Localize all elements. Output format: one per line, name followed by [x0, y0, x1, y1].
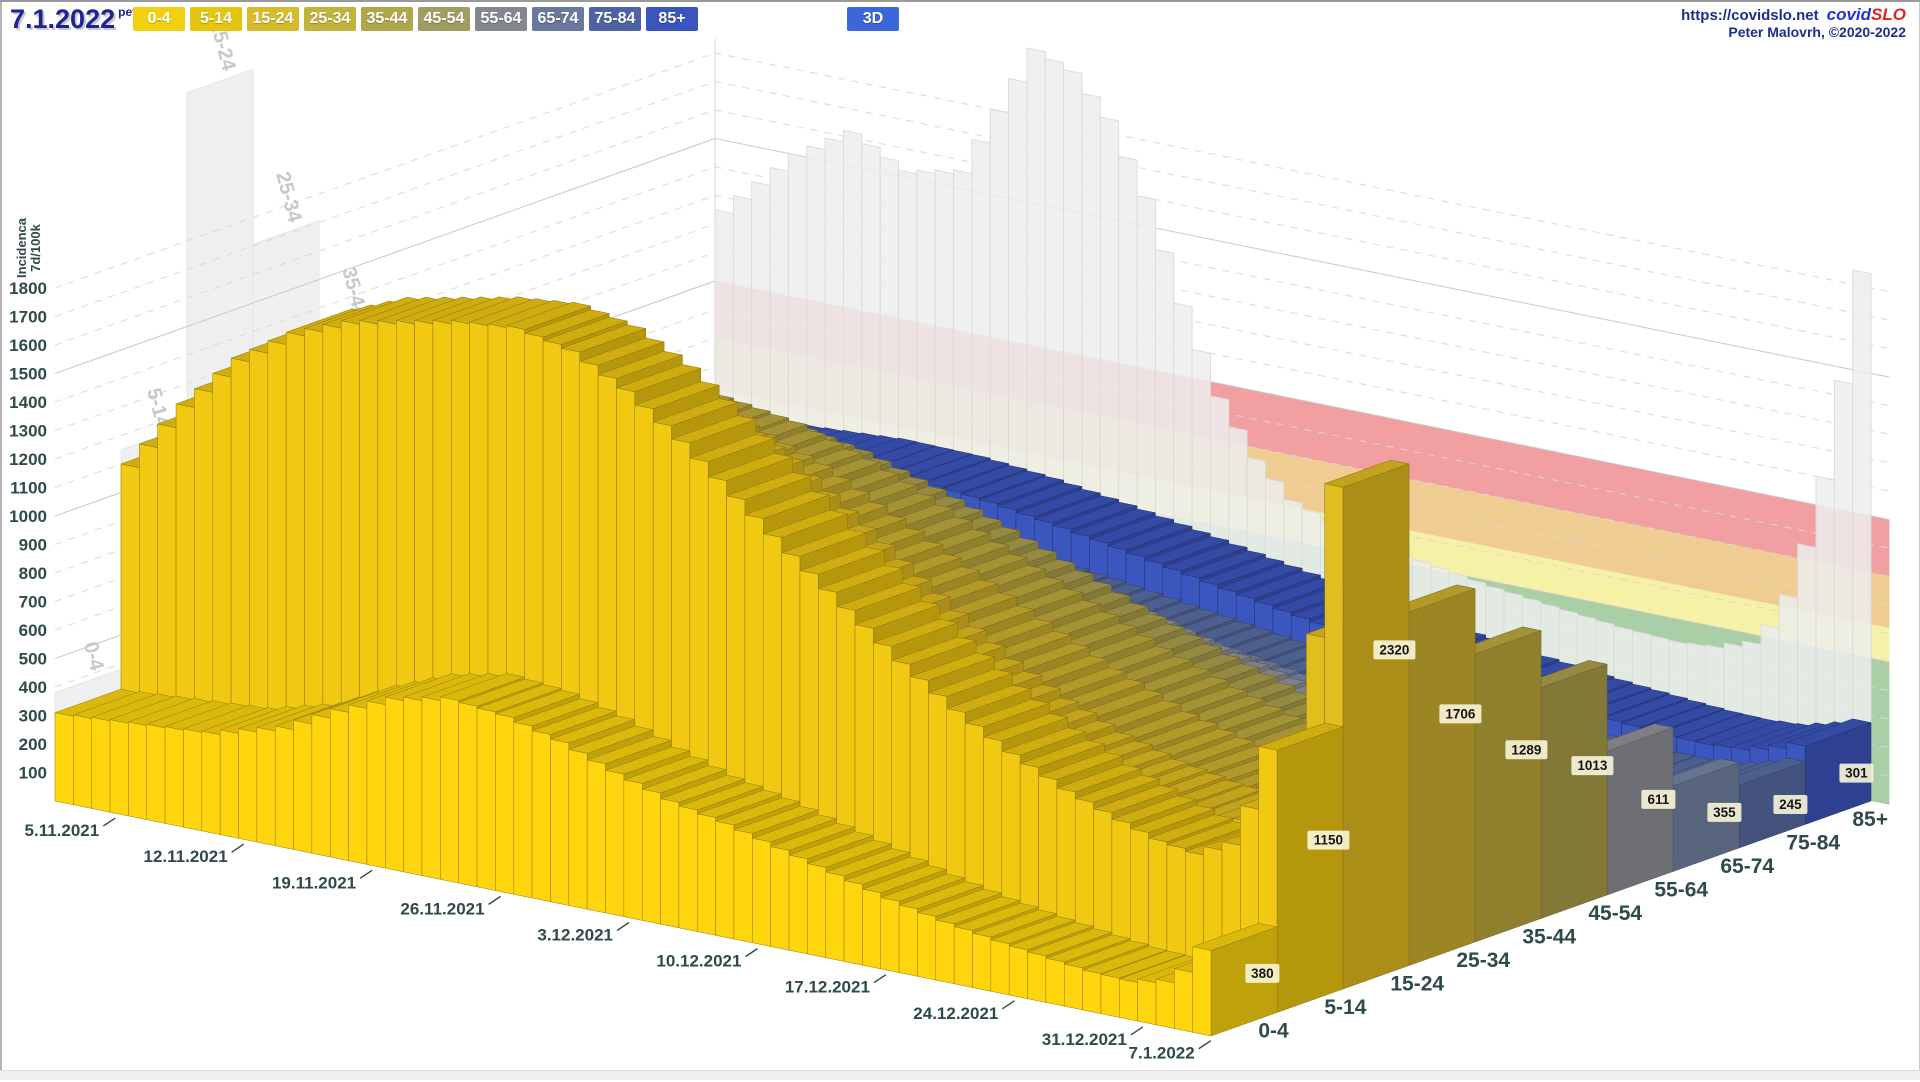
svg-text:900: 900 — [19, 536, 47, 555]
svg-text:31.12.2021: 31.12.2021 — [1042, 1030, 1127, 1049]
svg-text:1289: 1289 — [1511, 742, 1541, 757]
svg-text:200: 200 — [19, 735, 47, 754]
svg-text:1100: 1100 — [10, 479, 47, 498]
svg-text:5-14: 5-14 — [1324, 996, 1366, 1019]
svg-text:45-54: 45-54 — [1588, 902, 1642, 925]
age-button-0-4[interactable]: 0-4 — [133, 7, 185, 31]
svg-text:1706: 1706 — [1445, 706, 1476, 721]
svg-text:380: 380 — [1251, 966, 1274, 981]
svg-text:7d/100k: 7d/100k — [28, 223, 43, 271]
covidslo-logo: covidSLO — [1827, 5, 1906, 24]
logo-part-slo: SLO — [1871, 5, 1906, 24]
svg-text:65-74: 65-74 — [1720, 855, 1774, 878]
svg-text:245: 245 — [1779, 797, 1802, 812]
svg-text:15-24: 15-24 — [1390, 972, 1444, 995]
selected-date: 7.1.2022 — [10, 4, 116, 34]
bottom-scrollbar-strip[interactable] — [0, 1070, 1920, 1080]
svg-text:85+: 85+ — [1852, 808, 1888, 831]
svg-text:35-44: 35-44 — [1522, 925, 1576, 948]
age-button-75-84[interactable]: 75-84 — [589, 7, 641, 31]
svg-text:1700: 1700 — [9, 308, 47, 327]
svg-text:600: 600 — [19, 621, 47, 640]
svg-text:300: 300 — [19, 707, 47, 726]
age-button-85+[interactable]: 85+ — [646, 7, 698, 31]
logo-part-covid: covid — [1826, 5, 1872, 24]
svg-text:400: 400 — [19, 678, 47, 697]
weekday-label: pet — [118, 5, 137, 19]
svg-text:24.12.2021: 24.12.2021 — [913, 1004, 998, 1023]
age-button-45-54[interactable]: 45-54 — [418, 7, 470, 31]
svg-text:12.11.2021: 12.11.2021 — [144, 847, 228, 866]
svg-text:1150: 1150 — [1314, 833, 1343, 848]
svg-text:5.11.2021: 5.11.2021 — [25, 821, 100, 840]
svg-text:19.11.2021: 19.11.2021 — [272, 873, 356, 892]
svg-text:10.12.2021: 10.12.2021 — [656, 952, 741, 971]
svg-text:26.11.2021: 26.11.2021 — [400, 899, 484, 918]
svg-text:0-4: 0-4 — [79, 639, 108, 673]
age-group-button-row: 0-4 5-14 15-24 25-34 35-44 45-54 55-64 65-74 75-… — [133, 7, 698, 31]
svg-text:500: 500 — [19, 650, 47, 669]
svg-text:1800: 1800 — [9, 279, 47, 298]
svg-text:611: 611 — [1648, 792, 1670, 807]
svg-text:Incidenca: Incidenca — [14, 217, 29, 278]
svg-text:1300: 1300 — [9, 422, 47, 441]
age-button-35-44[interactable]: 35-44 — [361, 7, 413, 31]
svg-text:1500: 1500 — [9, 365, 47, 384]
brand-box: https://covidslo.net covidSLO Peter Malov… — [1681, 6, 1906, 41]
svg-text:2320: 2320 — [1379, 642, 1409, 657]
svg-text:100: 100 — [19, 764, 47, 783]
svg-text:800: 800 — [19, 564, 47, 583]
svg-text:1000: 1000 — [9, 507, 47, 526]
age-button-55-64[interactable]: 55-64 — [475, 7, 527, 31]
svg-text:55-64: 55-64 — [1654, 878, 1708, 901]
author-credit: Peter Malovrh, ©2020-2022 — [1728, 24, 1906, 40]
svg-text:25-34: 25-34 — [1456, 949, 1510, 972]
svg-text:7.1.2022: 7.1.2022 — [1129, 1044, 1195, 1063]
svg-text:25-34: 25-34 — [271, 170, 306, 226]
age-button-65-74[interactable]: 65-74 — [532, 7, 584, 31]
svg-text:1200: 1200 — [9, 450, 47, 469]
site-url-link[interactable]: https://covidslo.net — [1681, 7, 1819, 24]
date-display: 7.1.2022 pet — [10, 4, 136, 35]
svg-text:301: 301 — [1845, 766, 1868, 781]
svg-text:75-84: 75-84 — [1786, 831, 1840, 854]
svg-text:0-4: 0-4 — [1258, 1019, 1289, 1042]
svg-text:17.12.2021: 17.12.2021 — [785, 978, 870, 997]
age-button-5-14[interactable]: 5-14 — [190, 7, 242, 31]
svg-text:700: 700 — [19, 593, 47, 612]
age-button-25-34[interactable]: 25-34 — [304, 7, 356, 31]
svg-text:1600: 1600 — [9, 336, 47, 355]
view-3d-toggle-button[interactable]: 3D — [847, 7, 899, 31]
svg-text:1013: 1013 — [1577, 758, 1608, 773]
toolbar: 7.1.2022 pet 0-4 5-14 15-24 25-34 35-44 45-54 5… — [0, 2, 1920, 42]
age-button-15-24[interactable]: 15-24 — [247, 7, 299, 31]
svg-text:3.12.2021: 3.12.2021 — [537, 926, 613, 945]
svg-text:355: 355 — [1713, 805, 1736, 820]
svg-text:1400: 1400 — [9, 393, 47, 412]
